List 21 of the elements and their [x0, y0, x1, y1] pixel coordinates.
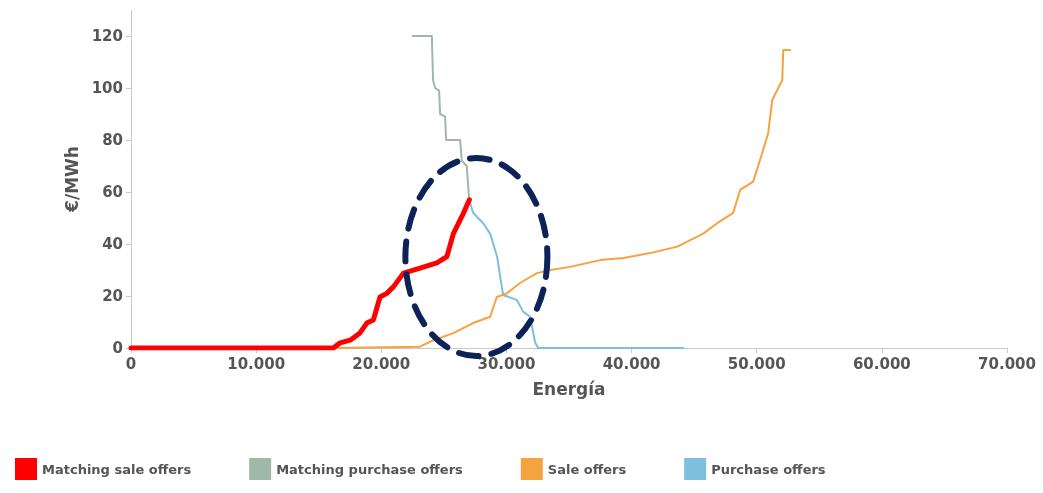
x-tick-label: 60.000 — [852, 354, 911, 373]
y-tick-label: 40 — [102, 235, 123, 253]
x-tick-label: 40.000 — [602, 354, 661, 373]
x-tick-label: 10.000 — [227, 354, 286, 373]
y-tick-label: 0 — [112, 339, 123, 357]
x-tick-label: 30.000 — [477, 354, 536, 373]
y-tick-label: 60 — [102, 183, 123, 201]
y-tick-label: 20 — [102, 287, 123, 305]
legend-label: Sale offers — [547, 461, 627, 477]
x-tick-label: 50.000 — [727, 354, 786, 373]
y-axis-title: €/MWh — [62, 146, 83, 213]
y-tick-label: 100 — [91, 79, 123, 97]
y-tick-label: 80 — [102, 131, 123, 149]
x-tick-label: 70.000 — [978, 354, 1036, 373]
x-tick-label: 0 — [125, 354, 137, 373]
legend-label: Matching purchase offers — [276, 461, 464, 477]
legend-label: Purchase offers — [711, 461, 826, 477]
x-tick-label: 20.000 — [352, 354, 411, 373]
x-axis-title: Energía — [532, 378, 606, 399]
legend-label: Matching sale offers — [42, 461, 192, 477]
y-tick-label: 120 — [91, 27, 123, 45]
